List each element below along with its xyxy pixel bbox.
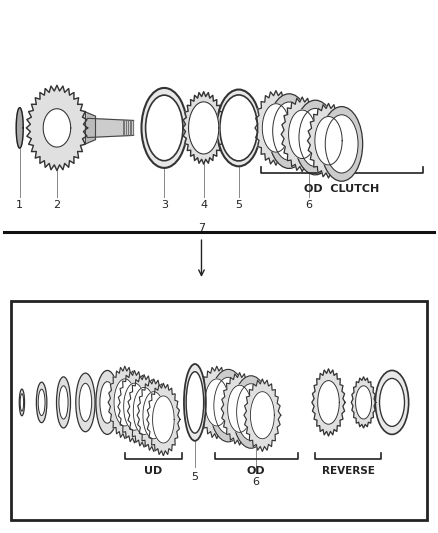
Text: 3: 3	[161, 200, 168, 210]
Text: OD: OD	[247, 466, 265, 477]
Text: UD: UD	[144, 466, 162, 477]
Ellipse shape	[38, 389, 45, 416]
Polygon shape	[315, 117, 342, 165]
Ellipse shape	[79, 383, 92, 422]
Ellipse shape	[268, 94, 310, 168]
Ellipse shape	[299, 108, 332, 167]
Ellipse shape	[36, 382, 47, 423]
Ellipse shape	[96, 370, 119, 434]
Ellipse shape	[141, 88, 187, 168]
Ellipse shape	[100, 382, 115, 423]
Ellipse shape	[145, 95, 183, 161]
Polygon shape	[152, 396, 174, 443]
Ellipse shape	[273, 102, 305, 160]
Ellipse shape	[20, 394, 24, 411]
Text: 5: 5	[235, 200, 242, 210]
Ellipse shape	[186, 372, 204, 433]
Polygon shape	[262, 104, 290, 152]
Polygon shape	[133, 387, 155, 434]
Ellipse shape	[294, 100, 336, 175]
Text: 1: 1	[16, 200, 23, 210]
Bar	[11, 301, 427, 520]
Polygon shape	[85, 112, 95, 144]
Polygon shape	[127, 375, 161, 447]
Polygon shape	[137, 379, 170, 451]
Polygon shape	[312, 369, 345, 436]
Polygon shape	[43, 109, 71, 147]
Text: 6: 6	[305, 200, 312, 210]
Polygon shape	[255, 91, 297, 165]
Ellipse shape	[57, 377, 71, 428]
Polygon shape	[289, 110, 316, 158]
Ellipse shape	[237, 384, 265, 440]
Ellipse shape	[184, 364, 206, 441]
Ellipse shape	[59, 386, 68, 419]
Ellipse shape	[233, 376, 269, 448]
Polygon shape	[356, 386, 371, 419]
Text: 4: 4	[200, 200, 207, 210]
Polygon shape	[251, 392, 274, 439]
Polygon shape	[351, 377, 376, 428]
Polygon shape	[244, 379, 281, 451]
Polygon shape	[281, 97, 323, 172]
Ellipse shape	[214, 377, 243, 434]
Ellipse shape	[375, 370, 409, 434]
Polygon shape	[88, 118, 134, 138]
Polygon shape	[16, 108, 23, 148]
Polygon shape	[114, 379, 136, 426]
Ellipse shape	[217, 90, 261, 166]
Polygon shape	[108, 366, 141, 439]
Polygon shape	[318, 381, 339, 424]
Text: 5: 5	[191, 472, 198, 482]
Text: 2: 2	[53, 200, 60, 210]
Polygon shape	[228, 385, 251, 432]
Ellipse shape	[76, 373, 95, 432]
Ellipse shape	[325, 115, 358, 173]
Text: 6: 6	[253, 477, 260, 487]
Polygon shape	[307, 103, 350, 178]
Ellipse shape	[321, 107, 363, 181]
Text: 7: 7	[198, 223, 205, 233]
Polygon shape	[124, 383, 145, 430]
Text: REVERSE: REVERSE	[322, 466, 374, 477]
Polygon shape	[183, 92, 225, 164]
Ellipse shape	[19, 389, 25, 416]
Ellipse shape	[379, 378, 405, 426]
Polygon shape	[188, 102, 219, 154]
Polygon shape	[205, 379, 229, 426]
Polygon shape	[221, 373, 258, 445]
Polygon shape	[143, 392, 165, 439]
Ellipse shape	[210, 369, 247, 442]
Polygon shape	[198, 366, 235, 439]
Ellipse shape	[220, 95, 258, 161]
Polygon shape	[26, 85, 88, 171]
Text: OD  CLUTCH: OD CLUTCH	[304, 184, 379, 194]
Polygon shape	[118, 370, 151, 443]
Polygon shape	[147, 383, 180, 456]
